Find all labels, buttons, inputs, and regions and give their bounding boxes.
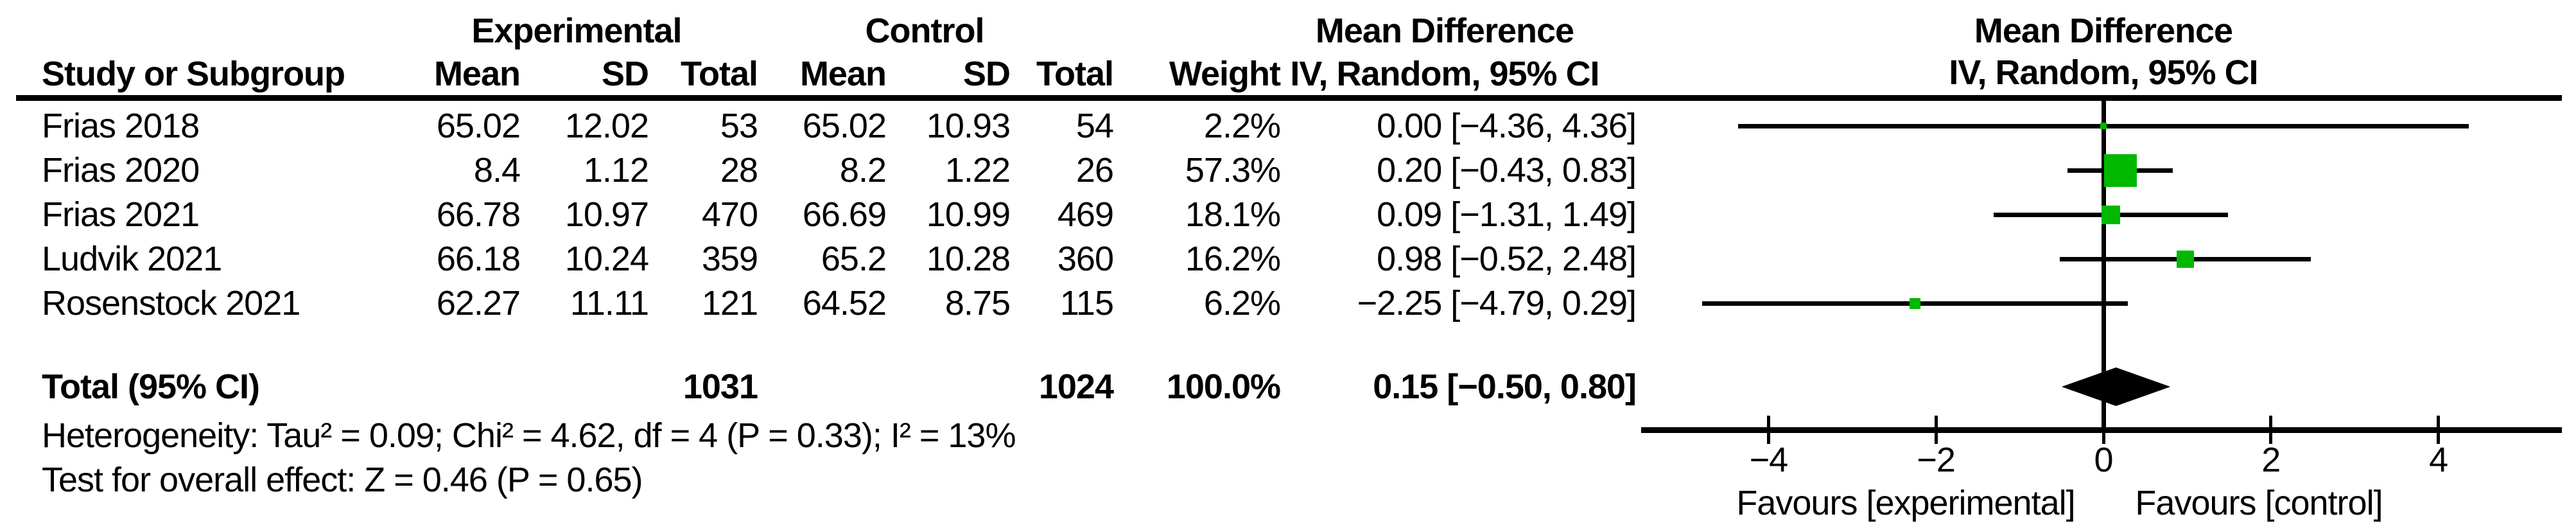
effect-square — [1910, 297, 1921, 309]
zero-line — [2102, 98, 2106, 432]
axis-tick-label: 2 — [2261, 441, 2281, 479]
cell-ctrl-mean: 65.02 — [802, 107, 887, 145]
cell-weight: 6.2% — [1203, 284, 1281, 322]
axis-tick — [1934, 416, 1938, 444]
favours-control-label: Favours [control] — [2135, 484, 2383, 522]
cell-exp-sd: 10.24 — [564, 240, 649, 278]
axis-tick-label: −4 — [1749, 441, 1789, 479]
axis-tick-label: 4 — [2429, 441, 2448, 479]
cell-exp-sd: 12.02 — [564, 107, 649, 145]
header-mean-difference-column: Mean Difference — [1315, 12, 1574, 50]
axis-tick-label: 0 — [2094, 441, 2113, 479]
cell-exp-mean: 65.02 — [436, 107, 521, 145]
cell-study: Frias 2020 — [42, 151, 200, 190]
cell-exp-total: 28 — [720, 151, 758, 190]
cell-ctrl-sd: 8.75 — [944, 284, 1011, 322]
cell-exp-sd: 11.11 — [570, 284, 649, 322]
cell-exp-total: 53 — [720, 107, 758, 145]
header-group-control: Control — [865, 12, 985, 50]
header-iv-random-ci: IV, Random, 95% CI — [1290, 55, 1599, 93]
cell-weight: 16.2% — [1185, 240, 1281, 278]
overall-effect-text: Test for overall effect: Z = 0.46 (P = 0… — [42, 461, 643, 499]
effect-square — [2100, 123, 2107, 129]
effect-square — [2177, 250, 2195, 268]
axis-tick — [2437, 416, 2441, 444]
cell-exp-total: 121 — [701, 284, 758, 322]
cell-exp-mean: 8.4 — [473, 151, 521, 190]
header-ctrl-sd: SD — [962, 55, 1011, 93]
plot-title: Mean Difference — [1974, 12, 2233, 50]
total-row-ci: 0.15 [−0.50, 0.80] — [1373, 367, 1637, 406]
header-weight: Weight — [1169, 55, 1281, 93]
axis-tick-label: −2 — [1917, 441, 1956, 479]
cell-ctrl-mean: 65.2 — [821, 240, 887, 278]
cell-weight: 57.3% — [1185, 151, 1281, 190]
total-row-weight: 100.0% — [1166, 367, 1281, 406]
header-rule — [16, 95, 2562, 101]
x-axis-line — [1641, 427, 2562, 433]
cell-exp-total: 359 — [701, 240, 758, 278]
cell-ctrl-total: 360 — [1057, 240, 1114, 278]
plot-subtitle: IV, Random, 95% CI — [1949, 53, 2258, 92]
cell-exp-total: 470 — [701, 195, 758, 234]
header-exp-total: Total — [681, 55, 758, 93]
cell-weight: 2.2% — [1203, 107, 1281, 145]
cell-ctrl-sd: 10.93 — [926, 107, 1011, 145]
header-exp-mean: Mean — [433, 55, 521, 93]
summary-diamond — [2061, 367, 2171, 406]
cell-md-ci: 0.00 [−4.36, 4.36] — [1377, 107, 1637, 145]
total-row-label: Total (95% CI) — [42, 367, 260, 406]
header-exp-sd: SD — [601, 55, 649, 93]
cell-md-ci: 0.20 [−0.43, 0.83] — [1377, 151, 1637, 190]
cell-exp-mean: 66.78 — [436, 195, 521, 234]
cell-ctrl-total: 469 — [1057, 195, 1114, 234]
heterogeneity-text: Heterogeneity: Tau² = 0.09; Chi² = 4.62,… — [42, 416, 1016, 455]
cell-md-ci: 0.98 [−0.52, 2.48] — [1377, 240, 1637, 278]
axis-tick — [1766, 416, 1770, 444]
cell-study: Frias 2018 — [42, 107, 200, 145]
cell-study: Ludvik 2021 — [42, 240, 222, 278]
axis-tick — [2269, 416, 2273, 444]
cell-exp-sd: 10.97 — [564, 195, 649, 234]
cell-ctrl-sd: 10.28 — [926, 240, 1011, 278]
effect-square — [2103, 154, 2137, 187]
cell-ctrl-sd: 10.99 — [926, 195, 1011, 234]
cell-md-ci: 0.09 [−1.31, 1.49] — [1377, 195, 1637, 234]
header-ctrl-total: Total — [1036, 55, 1114, 93]
cell-ctrl-mean: 8.2 — [839, 151, 887, 190]
cell-ctrl-mean: 64.52 — [802, 284, 887, 322]
cell-ctrl-total: 26 — [1075, 151, 1114, 190]
cell-weight: 18.1% — [1185, 195, 1281, 234]
axis-tick — [2102, 416, 2105, 444]
cell-ctrl-total: 54 — [1075, 107, 1114, 145]
cell-ctrl-sd: 1.22 — [944, 151, 1011, 190]
header-group-experimental: Experimental — [471, 12, 682, 50]
effect-square — [2102, 205, 2121, 224]
favours-experimental-label: Favours [experimental] — [1736, 484, 2075, 522]
total-row-ctrl-total: 1024 — [1038, 367, 1114, 406]
cell-study: Frias 2021 — [42, 195, 200, 234]
total-row-exp-total: 1031 — [683, 367, 758, 406]
cell-exp-mean: 62.27 — [436, 284, 521, 322]
cell-exp-sd: 1.12 — [583, 151, 649, 190]
cell-ctrl-mean: 66.69 — [802, 195, 887, 234]
cell-ctrl-total: 115 — [1059, 284, 1114, 322]
cell-md-ci: −2.25 [−4.79, 0.29] — [1357, 284, 1637, 322]
cell-study: Rosenstock 2021 — [42, 284, 300, 322]
header-ctrl-mean: Mean — [799, 55, 887, 93]
header-study-or-subgroup: Study or Subgroup — [42, 55, 345, 93]
cell-exp-mean: 66.18 — [436, 240, 521, 278]
